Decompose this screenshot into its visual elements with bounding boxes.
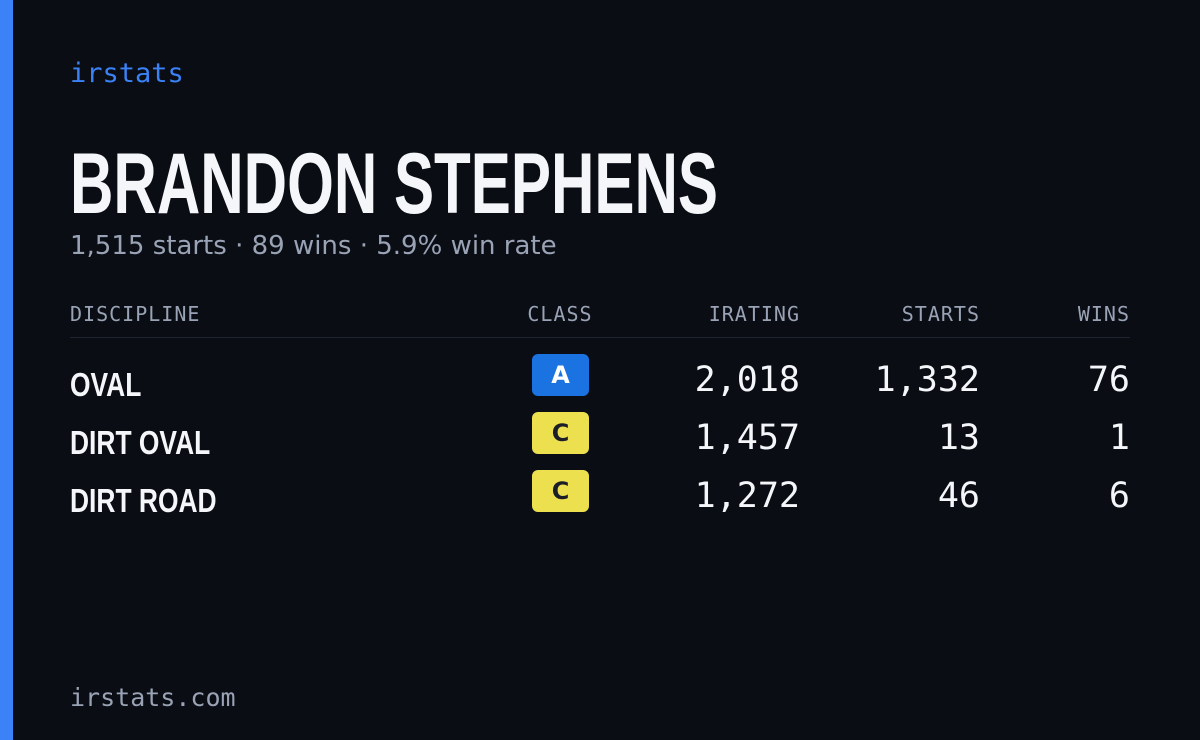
starts: 46 (938, 476, 980, 516)
player-name: BRANDON STEPHENS (70, 136, 718, 232)
class-badge (532, 354, 589, 396)
column-header: WINS (1078, 302, 1130, 326)
accent-bar (0, 0, 13, 740)
column-header: CLASS (527, 302, 592, 326)
irating: 1,457 (695, 418, 800, 458)
wins: 76 (1088, 360, 1130, 400)
column-header: STARTS (902, 302, 980, 326)
column-header: DISCIPLINE (70, 302, 200, 326)
class-letter: C (552, 477, 570, 505)
discipline: DIRT ROAD (70, 483, 217, 519)
footer-url: irstats.com (70, 683, 236, 712)
class-letter: C (552, 419, 570, 447)
column-header: IRATING (709, 302, 800, 326)
class-badge (532, 470, 589, 512)
class-badge (532, 412, 589, 454)
wins: 6 (1109, 476, 1130, 516)
class-letter: A (551, 361, 570, 389)
starts: 1,332 (875, 360, 980, 400)
starts: 13 (938, 418, 980, 458)
discipline: DIRT OVAL (70, 425, 210, 461)
wins: 1 (1109, 418, 1130, 458)
irating: 1,272 (695, 476, 800, 516)
discipline: OVAL (70, 367, 141, 403)
brand: irstats (70, 58, 184, 89)
summary: 1,515 starts · 89 wins · 5.9% win rate (70, 231, 557, 261)
irating: 2,018 (695, 360, 800, 400)
